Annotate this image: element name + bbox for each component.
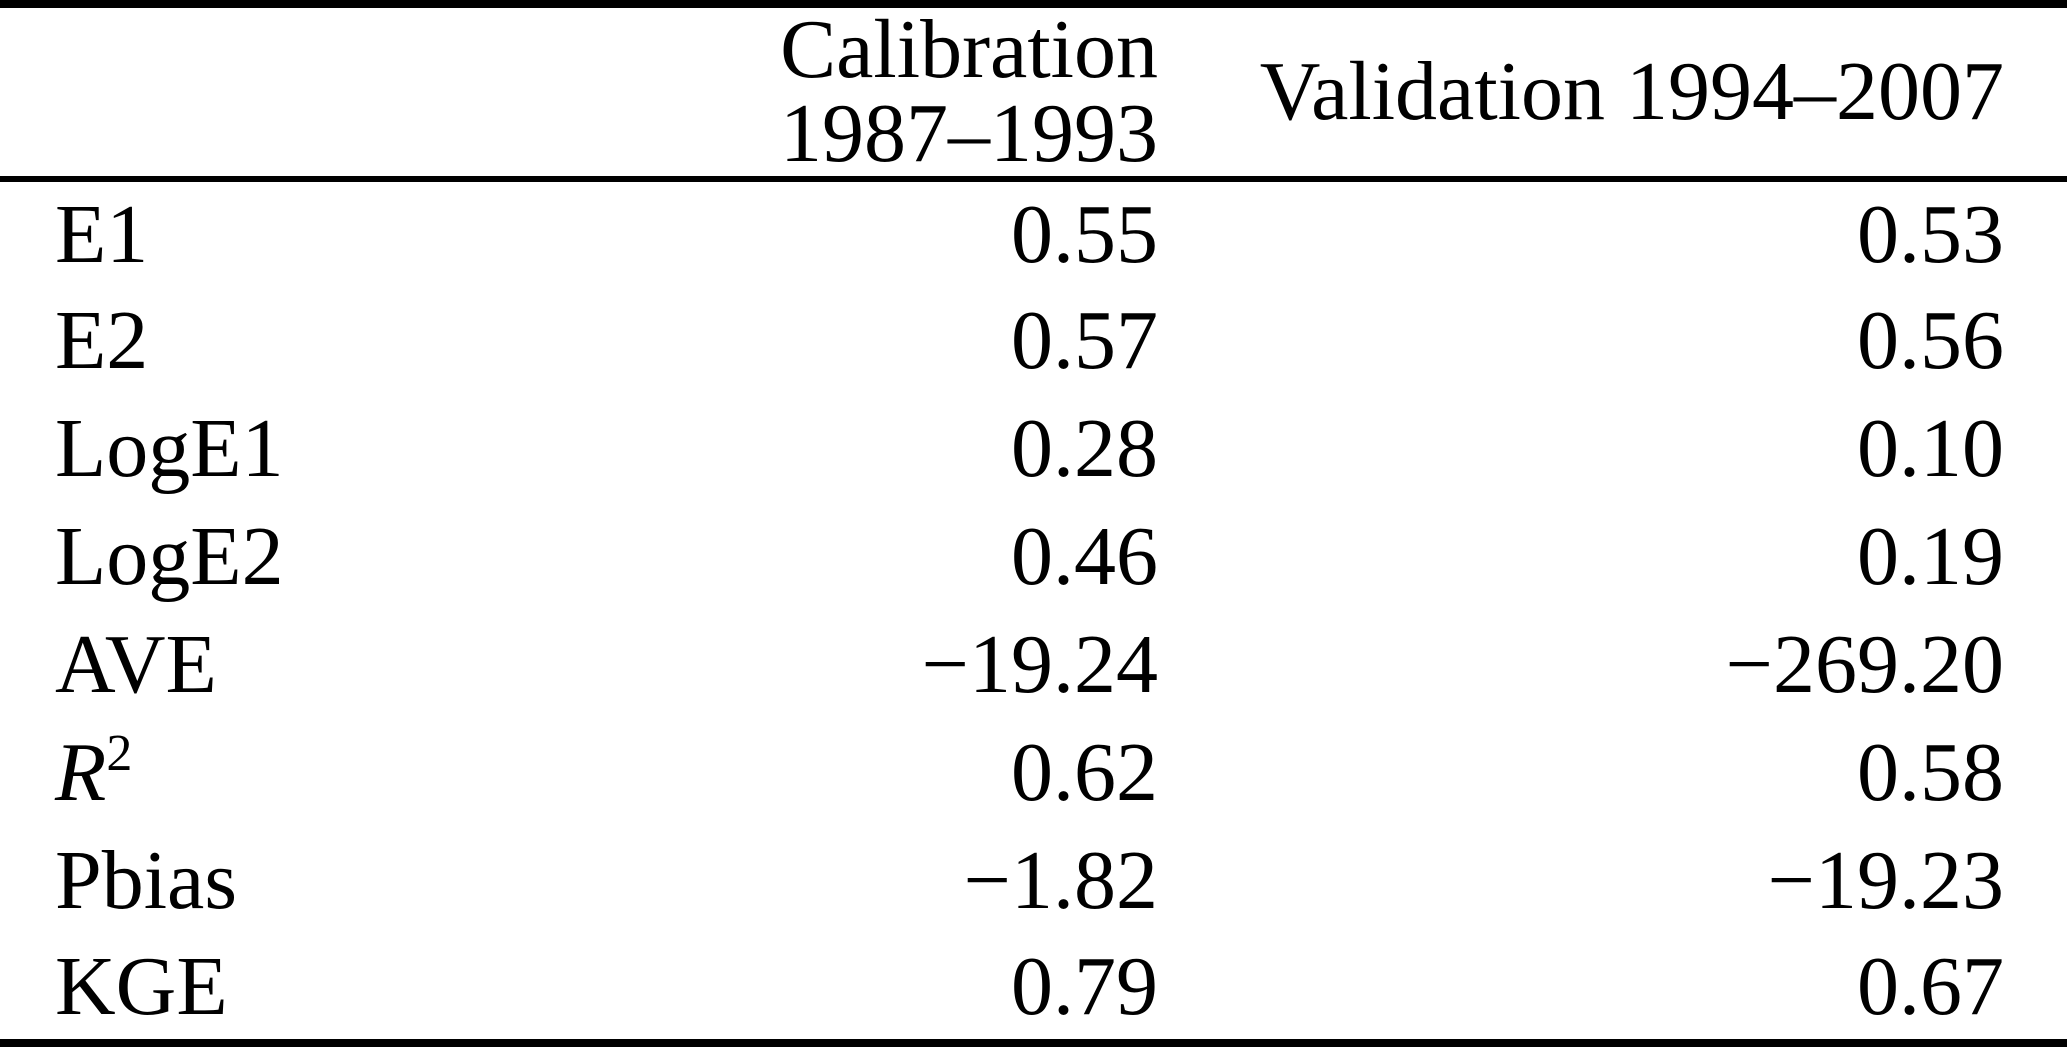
- validation-column-header: Validation 1994–2007: [1158, 4, 2067, 182]
- metric-name: AVE: [55, 618, 217, 711]
- validation-value: 0.58: [1857, 726, 2004, 819]
- table-row: KGE 0.79 0.67: [0, 935, 2067, 1043]
- metric-name: KGE: [55, 940, 228, 1033]
- metric-name: Pbias: [55, 834, 238, 927]
- metric-label: LogE1: [0, 395, 560, 503]
- validation-value: −269.20: [1725, 618, 2004, 711]
- validation-value: 0.19: [1857, 510, 2004, 603]
- metric-name: R: [55, 726, 107, 819]
- metric-label: E2: [0, 287, 560, 395]
- table-row: Pbias −1.82 −19.23: [0, 827, 2067, 935]
- calibration-value: −1.82: [963, 834, 1158, 927]
- calibration-value: 0.62: [1011, 726, 1158, 819]
- metric-name: E2: [55, 294, 149, 387]
- metric-label: Pbias: [0, 827, 560, 935]
- table-row: LogE2 0.46 0.19: [0, 503, 2067, 611]
- table-row: LogE1 0.28 0.10: [0, 395, 2067, 503]
- table-body: E1 0.55 0.53 E2 0.57 0.56 LogE1 0.28 0.1…: [0, 179, 2067, 1043]
- metric-label: R2: [0, 719, 560, 827]
- calibration-value: 0.46: [1011, 510, 1158, 603]
- table-header: Calibration 1987–1993 Validation 1994–20…: [0, 4, 2067, 182]
- validation-value: 0.56: [1857, 294, 2004, 387]
- calibration-value: 0.57: [1011, 294, 1158, 387]
- validation-value: 0.67: [1857, 940, 2004, 1033]
- table-row: E1 0.55 0.53: [0, 179, 2067, 287]
- validation-value: −19.23: [1767, 834, 2004, 927]
- calibration-value: 0.28: [1011, 402, 1158, 495]
- table-row: R2 0.62 0.58: [0, 719, 2067, 827]
- metric-superscript: 2: [106, 725, 133, 782]
- calibration-value: −19.24: [921, 618, 1158, 711]
- metric-label: LogE2: [0, 503, 560, 611]
- calibration-value: 0.79: [1011, 940, 1158, 1033]
- metric-label: AVE: [0, 611, 560, 719]
- metric-name: LogE2: [55, 510, 284, 603]
- validation-value: 0.10: [1857, 402, 2004, 495]
- metric-name: E1: [55, 187, 149, 281]
- metric-name: LogE1: [55, 402, 284, 495]
- table-row: AVE −19.24 −269.20: [0, 611, 2067, 719]
- metric-column-header: [0, 4, 560, 182]
- table-row: E2 0.57 0.56: [0, 287, 2067, 395]
- calibration-column-header: Calibration 1987–1993: [560, 4, 1158, 182]
- metric-label: KGE: [0, 935, 560, 1043]
- validation-value: 0.53: [1857, 187, 2004, 281]
- header-row: Calibration 1987–1993 Validation 1994–20…: [0, 4, 2067, 182]
- calibration-value: 0.55: [1011, 187, 1158, 281]
- metric-label: E1: [0, 179, 560, 287]
